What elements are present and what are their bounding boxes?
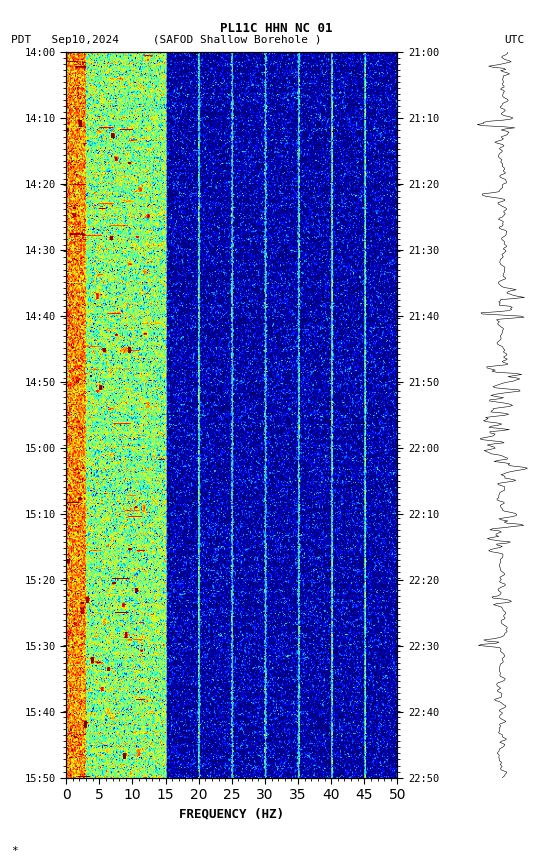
Text: PDT   Sep10,2024     (SAFOD Shallow Borehole ): PDT Sep10,2024 (SAFOD Shallow Borehole ) xyxy=(11,35,321,45)
X-axis label: FREQUENCY (HZ): FREQUENCY (HZ) xyxy=(179,808,284,821)
Text: UTC: UTC xyxy=(504,35,524,45)
Text: PL11C HHN NC 01: PL11C HHN NC 01 xyxy=(220,22,332,35)
Text: *: * xyxy=(11,846,18,855)
